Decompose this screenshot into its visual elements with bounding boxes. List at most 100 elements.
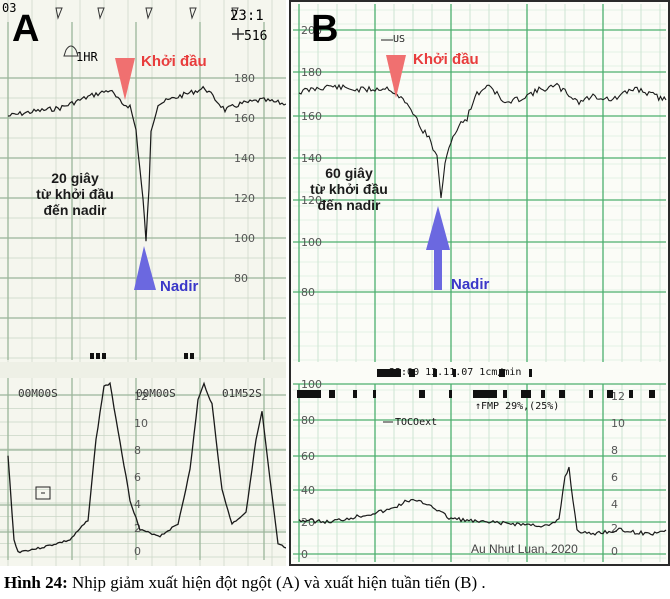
toco-tick-label: 6	[134, 471, 141, 484]
timer-label-1: 00M00S	[18, 387, 58, 400]
event-mark	[184, 353, 188, 359]
plus-icon	[232, 28, 244, 40]
event-mark	[190, 353, 194, 359]
fhr-tick-label: 140	[301, 152, 322, 165]
toco-trace	[7, 381, 286, 554]
toco-tick-label: 100	[301, 378, 322, 391]
event-mark	[529, 369, 532, 377]
fmp-label: ↑FMP 29%,(25%)	[475, 401, 560, 412]
time-marker	[189, 7, 197, 20]
separator-band	[0, 362, 286, 378]
fhr-tick-label: 120	[234, 192, 255, 205]
time-marker	[55, 7, 63, 20]
event-mark	[377, 369, 401, 377]
toco-tick-label: 8	[134, 444, 141, 457]
toco-tick-label: 60	[301, 450, 315, 463]
event-mark	[473, 390, 497, 398]
event-mark	[629, 390, 633, 398]
time-marker	[231, 7, 239, 20]
fhr-tick-label: 200	[301, 24, 322, 37]
duration-note-a: 20 giây từ khởi đầu đến nadir	[36, 170, 114, 219]
fhr-tick-label: 120	[301, 194, 322, 207]
toco-tick-label: 2	[134, 522, 141, 535]
panel-a: 180 160 140 120 100 80 12 10 8 6 4 2 0 A 23:1 516 1H…	[0, 0, 286, 566]
fhr-trace	[7, 85, 286, 242]
strip-header: 22:00 13.11.07 1cm/min	[389, 367, 522, 378]
us-label: US	[393, 34, 406, 45]
kpa-tick-label: 10	[611, 417, 625, 430]
event-mark	[449, 390, 452, 398]
onset-arrow-b	[386, 55, 406, 98]
toco-tick-label: 4	[134, 498, 141, 511]
fhr-tick-label: 140	[234, 152, 255, 165]
caption-text: Nhịp giảm xuất hiện đột ngột (A) và xuất…	[67, 573, 486, 592]
kpa-tick-label: 2	[611, 522, 618, 535]
kpa-tick-label: 0	[611, 545, 618, 558]
nadir-label-b: Nadir	[451, 276, 490, 293]
toco-trace	[298, 466, 667, 536]
event-mark	[90, 353, 94, 359]
toco-tick-label: 10	[134, 417, 148, 430]
zero-button	[35, 486, 51, 500]
event-mark	[419, 390, 425, 398]
event-mark	[589, 390, 593, 398]
onset-label-a: Khởi đầu	[141, 53, 207, 70]
toco-label: TOCOext	[395, 417, 438, 428]
event-mark	[409, 369, 415, 377]
toco-tick-label: 20	[301, 516, 315, 529]
timer-label-3: 01M52S	[222, 387, 262, 400]
time-marker	[145, 7, 153, 20]
toco-tick-label: 40	[301, 484, 315, 497]
ctg-strip-b: 2001801601401201008010080604020012108642…	[289, 0, 670, 566]
nadir-arrow-shaft-b	[434, 250, 442, 290]
panel-b-letter: B	[311, 8, 339, 50]
caption-prefix: Hình 24:	[4, 573, 68, 592]
fhr-tick-label: 180	[234, 72, 255, 85]
fhr-tick-label: 100	[234, 232, 255, 245]
clock-time: 23:1	[230, 8, 264, 24]
event-mark	[521, 390, 531, 398]
duration-note-b: 60 giây từ khởi đầu đến nadir	[310, 165, 388, 214]
fhr-tick-label: 100	[301, 236, 322, 249]
nadir-arrow-a	[134, 246, 156, 290]
event-mark	[329, 390, 335, 398]
watermark: Au Nhut Luan, 2020	[471, 542, 578, 556]
fhr-tick-label: 80	[234, 272, 248, 285]
time-marker	[97, 7, 105, 20]
ctg-strip-a: 180 160 140 120 100 80 12 10 8 6 4 2 0	[0, 0, 286, 566]
top-right-value: 516	[244, 29, 268, 44]
nadir-arrow-b	[426, 206, 450, 250]
left-edge-number: 03	[2, 1, 17, 15]
event-mark	[297, 390, 321, 398]
kpa-tick-label: 4	[611, 498, 618, 511]
toco-tick-label: 0	[301, 548, 308, 561]
fhr-tick-label: 80	[301, 286, 315, 299]
nadir-label-a: Nadir	[160, 278, 199, 295]
onset-arrow-a	[115, 58, 135, 100]
event-mark	[541, 390, 545, 398]
fhr-trace	[298, 82, 667, 199]
panel-b: 200 180 160 140 120 100 80 100 80 60 40 20 0 12 10 8 6 4 2…	[289, 0, 670, 566]
kpa-tick-label: 8	[611, 444, 618, 457]
figure-caption: Hình 24: Nhịp giảm xuất hiện đột ngột (A…	[4, 573, 666, 593]
event-mark	[607, 390, 613, 398]
kpa-tick-label: 6	[611, 471, 618, 484]
event-mark	[373, 390, 376, 398]
event-mark	[96, 353, 100, 359]
event-mark	[353, 390, 357, 398]
alarm-label: 1HR	[76, 50, 98, 64]
event-mark	[503, 390, 507, 398]
event-mark	[559, 390, 565, 398]
event-mark	[453, 369, 456, 377]
panel-a-letter: A	[12, 8, 40, 50]
onset-label-b: Khởi đầu	[413, 51, 479, 68]
kpa-tick-label: 12	[611, 390, 625, 403]
fhr-tick-label: 180	[301, 66, 322, 79]
event-mark	[649, 390, 655, 398]
event-mark	[102, 353, 106, 359]
event-mark	[433, 369, 437, 377]
toco-tick-label: 0	[134, 545, 141, 558]
toco-tick-label: 12	[134, 390, 148, 403]
timer-label-2: 00M00S	[136, 387, 176, 400]
event-mark	[499, 369, 505, 377]
